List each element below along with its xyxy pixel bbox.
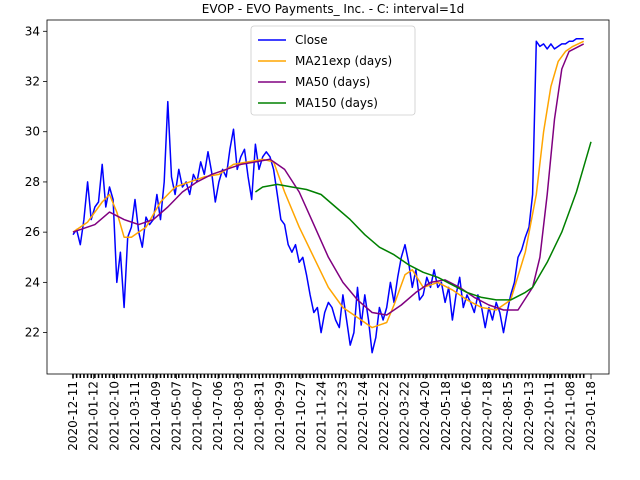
x-tick-label: 2022-04-20 [418,381,432,451]
x-tick-label: 2021-08-31 [252,381,266,451]
legend-label: MA150 (days) [295,96,378,110]
legend-label: MA50 (days) [295,75,370,89]
x-tick-label: 2022-05-18 [439,381,453,451]
series-line-2 [72,43,585,316]
x-tick-label: 2023-01-18 [584,381,598,451]
y-tick-label: 26 [25,225,40,239]
x-tick-label: 2021-09-29 [273,381,287,451]
x-tick-label: 2022-06-16 [460,381,474,451]
x-tick-label: 2021-12-23 [335,381,349,451]
chart-title: EVOP - EVO Payments_ Inc. - C: interval=… [202,2,464,16]
x-tick-label: 2022-08-15 [501,381,515,451]
x-tick-label: 2021-02-10 [107,381,121,451]
axes-layer: 22 24 26 28 30 32 34 2020-12-11 2021-01-12 2021-0… [25,24,598,450]
x-tick-label: 2021-07-06 [211,381,225,451]
y-tick-label: 28 [25,175,40,189]
x-tick-label: 2020-12-11 [66,381,80,451]
series-line-3 [254,141,592,301]
x-tick-label: 2022-03-22 [398,381,412,451]
y-tick-label: 30 [25,125,40,139]
x-tick-label: 2022-01-24 [356,381,370,451]
series-layer [72,38,592,354]
x-tick-label: 2021-05-07 [170,381,184,451]
x-tick-label: 2022-02-22 [377,381,391,451]
x-tick-label: 2021-03-11 [128,381,142,451]
x-tick-label: 2021-04-09 [149,381,163,451]
x-tick-label: 2021-01-12 [87,381,101,451]
series-line-1 [72,40,585,329]
x-tick-label: 2022-09-13 [522,381,536,451]
legend-box [250,25,416,116]
x-tick-label: 2021-06-07 [190,381,204,451]
y-tick-label: 34 [25,24,40,38]
y-tick-label: 24 [25,275,40,289]
x-tick-label: 2022-10-11 [543,381,557,451]
y-tick-label: 22 [25,326,40,340]
x-tick-label: 2021-10-27 [294,381,308,451]
x-tick-label: 2022-11-08 [563,381,577,451]
legend: Close MA21exp (days) MA50 (days) MA150 (day… [250,25,416,116]
legend-label: MA21exp (days) [295,54,392,68]
y-tick-label: 32 [25,75,40,89]
x-tick-label: 2022-07-18 [480,381,494,451]
legend-label: Close [295,33,328,47]
x-tick-label: 2021-08-03 [232,381,246,451]
x-tick-label: 2021-11-24 [315,381,329,451]
plot-frame [46,19,610,375]
